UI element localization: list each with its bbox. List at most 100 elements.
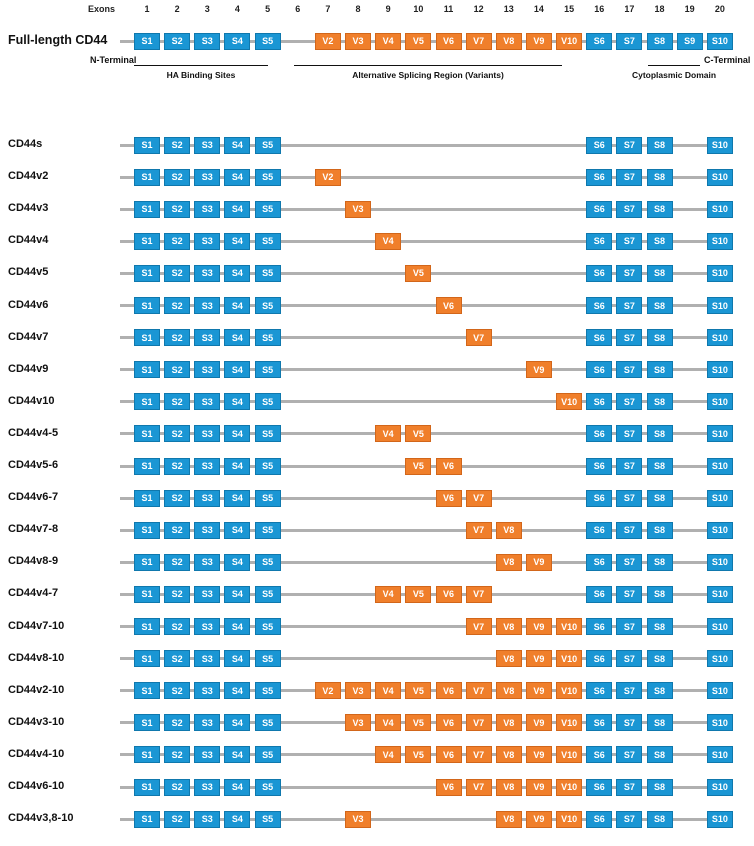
variant-exon-v3: V3 xyxy=(345,810,372,828)
variant-exon-v9: V9 xyxy=(525,714,552,732)
variant-exon-v7: V7 xyxy=(465,521,492,539)
exons-axis-label: Exons xyxy=(88,4,116,14)
isoform-name: CD44v7-10 xyxy=(8,619,65,632)
standard-exon-s1: S1 xyxy=(134,618,160,635)
isoform-name: CD44v8-9 xyxy=(8,555,59,568)
standard-exon-s2: S2 xyxy=(164,778,191,796)
standard-exon-s6: S6 xyxy=(586,393,613,411)
standard-exon-s1: S1 xyxy=(134,746,160,764)
n-terminal-label: N-Terminal xyxy=(90,55,137,65)
standard-exon-s6: S6 xyxy=(586,489,613,507)
standard-exon-s4: S4 xyxy=(224,746,251,764)
standard-exon-s1: S1 xyxy=(134,521,160,539)
standard-exon-s8: S8 xyxy=(646,714,673,732)
standard-exon-s2: S2 xyxy=(164,329,191,347)
standard-exon-s8: S8 xyxy=(646,489,673,507)
standard-exon-s1: S1 xyxy=(134,585,160,603)
standard-exon-s3: S3 xyxy=(194,553,221,571)
standard-exon-s5: S5 xyxy=(254,682,281,700)
standard-exon-s4: S4 xyxy=(224,168,251,186)
variant-exon-v7: V7 xyxy=(465,714,492,732)
standard-exon-s1: S1 xyxy=(134,714,160,732)
standard-exon-s10: S10 xyxy=(706,746,733,764)
standard-exon-s5: S5 xyxy=(254,778,281,796)
variant-exon-v7: V7 xyxy=(465,585,492,603)
standard-exon-s4: S4 xyxy=(224,489,251,507)
standard-exon-s6: S6 xyxy=(586,457,613,475)
exon-number: 14 xyxy=(533,4,544,14)
standard-exon-s1: S1 xyxy=(134,457,160,475)
standard-exon-s10: S10 xyxy=(706,618,733,635)
standard-exon-s4: S4 xyxy=(224,810,251,828)
gene-track xyxy=(120,560,724,564)
variant-exon-v2: V2 xyxy=(314,682,341,700)
isoform-name: CD44v3 xyxy=(8,202,49,215)
standard-exon-s6: S6 xyxy=(586,361,613,379)
variant-exon-v6: V6 xyxy=(435,746,462,764)
standard-exon-s8: S8 xyxy=(646,778,673,796)
standard-exon-s1: S1 xyxy=(134,32,160,50)
isoform-name: CD44v3,8-10 xyxy=(8,812,74,825)
standard-exon-s7: S7 xyxy=(616,489,643,507)
standard-exon-s7: S7 xyxy=(616,393,643,411)
standard-exon-s8: S8 xyxy=(646,361,673,379)
standard-exon-s1: S1 xyxy=(134,650,160,668)
standard-exon-s3: S3 xyxy=(194,585,221,603)
standard-exon-s4: S4 xyxy=(224,585,251,603)
exon-number: 16 xyxy=(594,4,605,14)
standard-exon-s5: S5 xyxy=(254,297,281,314)
isoform-name: CD44v2 xyxy=(8,170,49,183)
gene-track xyxy=(120,817,724,821)
gene-track xyxy=(120,239,724,243)
exon-number: 8 xyxy=(355,4,361,14)
standard-exon-s2: S2 xyxy=(164,168,191,186)
standard-exon-s6: S6 xyxy=(586,168,613,186)
gene-track xyxy=(120,657,724,661)
standard-exon-s8: S8 xyxy=(646,168,673,186)
standard-exon-s5: S5 xyxy=(254,32,281,50)
standard-exon-s3: S3 xyxy=(194,650,221,668)
exon-number: 7 xyxy=(325,4,331,14)
standard-exon-s10: S10 xyxy=(706,810,733,828)
standard-exon-s10: S10 xyxy=(706,393,733,411)
variant-exon-v5: V5 xyxy=(405,425,432,443)
isoform-name: CD44v6 xyxy=(8,298,49,311)
standard-exon-s7: S7 xyxy=(616,810,643,828)
standard-exon-s2: S2 xyxy=(164,393,191,411)
standard-exon-s5: S5 xyxy=(254,650,281,668)
variant-exon-v6: V6 xyxy=(435,457,462,475)
variant-exon-v5: V5 xyxy=(405,746,432,764)
standard-exon-s2: S2 xyxy=(164,425,191,443)
standard-exon-s2: S2 xyxy=(164,553,191,571)
full-length-title: Full-length CD44 xyxy=(8,33,108,47)
standard-exon-s7: S7 xyxy=(616,585,643,603)
variant-exon-v6: V6 xyxy=(435,682,462,700)
variant-exon-v7: V7 xyxy=(465,618,492,635)
isoform-name: CD44v2-10 xyxy=(8,683,65,696)
gene-track xyxy=(120,400,724,404)
standard-exon-s1: S1 xyxy=(134,361,160,379)
exon-number: 9 xyxy=(385,4,391,14)
variant-exon-v7: V7 xyxy=(465,489,492,507)
standard-exon-s7: S7 xyxy=(616,618,643,635)
standard-exon-s7: S7 xyxy=(616,297,643,314)
standard-exon-s1: S1 xyxy=(134,136,160,154)
exon-number: 12 xyxy=(473,4,484,14)
standard-exon-s8: S8 xyxy=(646,425,673,443)
standard-exon-s3: S3 xyxy=(194,746,221,764)
standard-exon-s8: S8 xyxy=(646,393,673,411)
standard-exon-s2: S2 xyxy=(164,232,191,250)
standard-exon-s10: S10 xyxy=(706,264,733,282)
cytoplasmic-bracket xyxy=(648,65,700,66)
standard-exon-s6: S6 xyxy=(586,585,613,603)
standard-exon-s8: S8 xyxy=(646,457,673,475)
standard-exon-s7: S7 xyxy=(616,32,643,50)
standard-exon-s7: S7 xyxy=(616,521,643,539)
standard-exon-s5: S5 xyxy=(254,425,281,443)
standard-exon-s6: S6 xyxy=(586,32,613,50)
standard-exon-s8: S8 xyxy=(646,553,673,571)
variant-exon-v8: V8 xyxy=(495,618,522,635)
standard-exon-s6: S6 xyxy=(586,618,613,635)
isoform-name: CD44v8-10 xyxy=(8,651,65,664)
standard-exon-s6: S6 xyxy=(586,650,613,668)
